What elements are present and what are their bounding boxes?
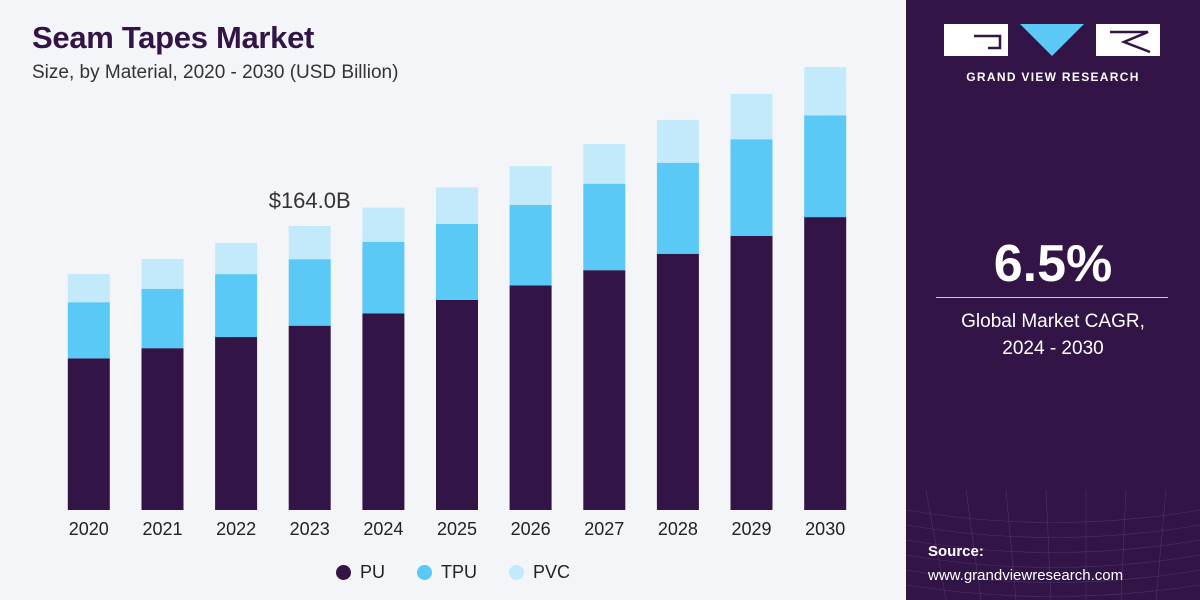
divider (936, 297, 1168, 298)
bar-pu-2025 (436, 300, 478, 510)
x-tick-label-2023: 2023 (290, 519, 330, 539)
x-tick-label-2022: 2022 (216, 519, 256, 539)
x-tick-label-2028: 2028 (658, 519, 698, 539)
legend-swatch-pvc (509, 565, 524, 580)
insight-sidebar: GRAND VIEW RESEARCH 6.5% Global Market C… (906, 0, 1200, 600)
bar-tpu-2026 (509, 204, 552, 286)
source-label: Source: (928, 543, 984, 560)
bar-pvc-2026 (509, 166, 552, 205)
cagr-label: Global Market CAGR, 2024 - 2030 (906, 308, 1200, 362)
bar-pvc-2022 (215, 243, 258, 275)
legend-swatch-pu (335, 565, 351, 580)
bar-tpu-2030 (804, 115, 847, 218)
bar-pvc-2023 (288, 226, 331, 260)
source-url[interactable]: www.grandviewresearch.com (928, 567, 1124, 584)
bar-pvc-2020 (67, 274, 110, 303)
bar-pvc-2024 (362, 207, 405, 242)
bar-pu-2022 (215, 337, 258, 510)
x-tick-label-2026: 2026 (511, 519, 551, 539)
bar-tpu-2029 (730, 139, 773, 236)
bar-pu-2030 (804, 217, 847, 510)
x-tick-label-2024: 2024 (363, 519, 403, 539)
brand-name: GRAND VIEW RESEARCH (966, 70, 1140, 84)
bar-pvc-2030 (804, 67, 847, 116)
legend-label-tpu: TPU (441, 562, 477, 582)
bar-pu-2026 (509, 285, 552, 510)
cagr-label-line2: 2024 - 2030 (1002, 338, 1104, 359)
chart-panel: Seam Tapes Market Size, by Material, 202… (0, 20, 906, 583)
x-tick-label-2030: 2030 (805, 519, 845, 539)
cagr-value: 6.5% (993, 235, 1113, 293)
x-tick-label-2027: 2027 (584, 519, 624, 539)
bar-pu-2020 (67, 358, 110, 510)
cagr-label-line1: Global Market CAGR, (961, 311, 1145, 332)
bar-pvc-2027 (583, 144, 626, 184)
grid-decoration (906, 490, 1200, 600)
bar-pu-2024 (362, 313, 405, 510)
gvr-logo (944, 24, 1160, 56)
bar-pvc-2025 (436, 187, 478, 224)
x-tick-label-2029: 2029 (731, 519, 771, 539)
bar-tpu-2022 (215, 274, 258, 338)
bar-tpu-2023 (288, 259, 331, 326)
value-annotation-2023: $164.0B (269, 188, 351, 213)
legend-swatch-tpu (417, 565, 432, 580)
bar-tpu-2027 (583, 183, 626, 271)
x-tick-label-2020: 2020 (69, 519, 109, 539)
bar-pu-2023 (288, 325, 331, 510)
bar-pu-2028 (656, 253, 699, 511)
legend-label-pvc: PVC (533, 562, 571, 582)
bar-pvc-2021 (141, 259, 184, 289)
bar-tpu-2025 (436, 224, 478, 300)
bar-tpu-2021 (141, 288, 184, 349)
legend-item-pu: PU (335, 562, 385, 583)
bar-tpu-2028 (656, 162, 699, 254)
bar-pu-2029 (730, 235, 773, 511)
legend-item-pvc: PVC (509, 562, 570, 583)
chart-title: Seam Tapes Market (32, 20, 315, 55)
legend-label-pu: PU (359, 562, 385, 582)
bar-pvc-2028 (656, 119, 699, 163)
x-tick-label-2021: 2021 (142, 519, 182, 539)
chart-subtitle: Size, by Material, 2020 - 2030 (USD Bill… (32, 62, 399, 83)
bar-tpu-2020 (67, 302, 110, 359)
bar-tpu-2024 (362, 241, 405, 314)
bar-pvc-2029 (730, 93, 773, 140)
chart-legend: PU TPU PVC (0, 562, 906, 583)
x-tick-label-2025: 2025 (437, 519, 477, 539)
stacked-bar-chart: 2020 2021 2022 2023 2024 2025 2026 2027 2028 2029… (67, 67, 847, 539)
legend-item-tpu: TPU (417, 562, 477, 583)
bar-pu-2021 (141, 348, 184, 510)
bar-pu-2027 (583, 270, 626, 510)
